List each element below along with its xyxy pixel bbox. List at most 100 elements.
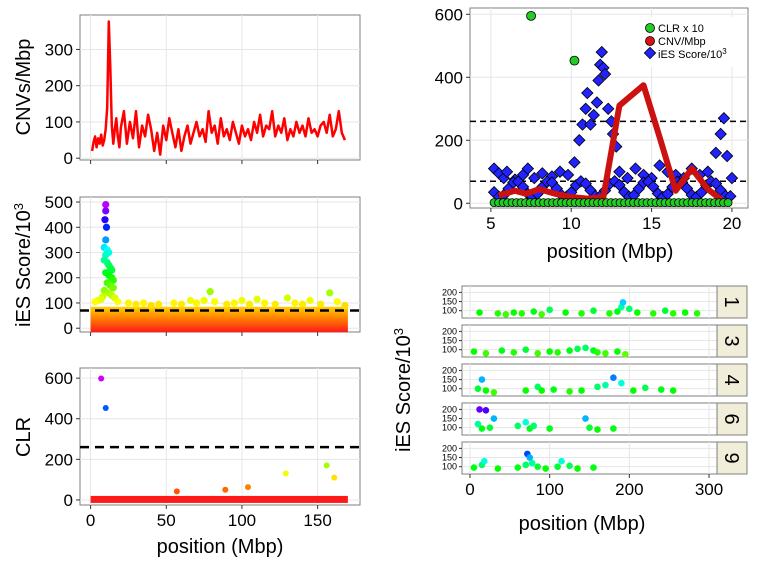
facet-point — [574, 465, 581, 472]
facet-point — [486, 424, 494, 431]
facet-point — [538, 387, 545, 394]
facet-point — [614, 348, 621, 355]
cnv-x-ticks — [90, 160, 319, 164]
ies-point — [271, 300, 279, 308]
facet-point — [522, 461, 530, 469]
x-tick-label: 5 — [486, 214, 495, 233]
x-tick-label: 10 — [562, 214, 581, 233]
clr-point — [173, 488, 180, 495]
facet-point — [610, 374, 617, 382]
legend-box — [638, 17, 746, 67]
facet-point — [494, 465, 502, 472]
ies-marks — [80, 200, 360, 312]
facet-point — [661, 307, 669, 314]
x-tick-label: 0 — [86, 511, 95, 530]
ies-y-ticks: 0 100 200 300 400 500 — [45, 193, 80, 338]
facet-point — [586, 424, 593, 431]
y-tick-label: 400 — [435, 68, 463, 87]
facet-point — [594, 349, 601, 356]
facet-point — [470, 464, 478, 471]
facet-point — [566, 388, 573, 395]
ies-point — [102, 236, 110, 244]
facet-point — [530, 308, 538, 315]
zoom-x-axis-label: position (Mbp) — [547, 241, 674, 263]
facet-point — [534, 350, 542, 357]
facet-y-tick-label: 200 — [442, 287, 457, 297]
zoom-ies-point — [595, 45, 608, 59]
facet-point — [474, 385, 482, 392]
y-tick-label: 200 — [45, 77, 73, 96]
ies-y-axis-label: iES Score/103 — [11, 203, 36, 327]
facet-point — [482, 407, 490, 414]
facet-point — [538, 311, 545, 318]
facet-point — [526, 454, 534, 461]
zoom-ies-point — [701, 165, 715, 179]
facet-point — [622, 350, 629, 358]
zoom-ies-point — [717, 112, 731, 125]
facet-strip-label: 3 — [720, 335, 742, 346]
zoom-ies-point — [573, 134, 586, 147]
facet-y-axis-label: iES Score/103 — [391, 328, 416, 452]
facet-strip-label: 6 — [720, 413, 742, 424]
ies-point — [206, 288, 214, 296]
facet-point — [634, 309, 641, 316]
facet-point — [546, 306, 553, 314]
y-tick-label: 300 — [45, 40, 73, 59]
facet-point — [494, 310, 502, 317]
facet-strip-label: 9 — [720, 452, 742, 463]
facet-y-tick-label: 200 — [442, 404, 457, 414]
y-tick-label: 600 — [435, 5, 463, 24]
facet-point — [522, 346, 530, 353]
clr-panel-bg — [79, 367, 361, 506]
zoom-clr-point — [569, 55, 580, 66]
facet-point — [481, 457, 488, 465]
ies-point — [230, 299, 238, 307]
facet-point — [514, 464, 522, 471]
facet-y-tick-label: 100 — [442, 306, 457, 316]
clr-point — [331, 474, 338, 481]
y-tick-label: 300 — [45, 244, 73, 263]
facet-point — [522, 418, 530, 426]
legend-clr-key — [645, 23, 655, 33]
facet-point — [510, 309, 518, 316]
y-tick-label: 0 — [64, 149, 73, 168]
facet-y-tick-label: 100 — [442, 462, 457, 472]
facet-x-ticks: 0 100 200 300 — [465, 474, 723, 499]
facet-y-tick-label: 100 — [442, 423, 457, 433]
zoom-ies-point — [629, 162, 642, 175]
zoom-ies-point — [590, 96, 604, 109]
facet-y-tick-label: 150 — [442, 414, 457, 424]
zoom-ies-point — [581, 86, 594, 100]
zoom-ies-point — [579, 102, 592, 116]
clr-marks — [80, 375, 360, 495]
clr-point — [282, 470, 289, 477]
y-tick-label: 0 — [454, 194, 463, 213]
facet-point — [641, 384, 649, 392]
facet-point — [630, 387, 637, 394]
cnv-y-ticks: 0 100 200 300 — [45, 40, 80, 168]
zoom-legend: CLR x 10 CNV/Mbp iES Score/103 — [638, 17, 746, 67]
facet-strip — [716, 285, 748, 319]
facet-point — [669, 387, 677, 394]
facet-x-tick-label: 200 — [615, 480, 643, 499]
clr-baseline-band — [90, 495, 348, 503]
x-tick-label: 50 — [157, 511, 176, 530]
facet-point — [554, 463, 561, 470]
facet-point — [542, 465, 549, 472]
facet-point — [476, 309, 483, 316]
facet-point — [482, 387, 490, 394]
facet-point — [490, 415, 498, 422]
zoom-y-ticks: 0 200 400 600 — [435, 5, 470, 213]
y-tick-label: 0 — [64, 319, 73, 338]
legend-ies-key — [643, 46, 657, 60]
facet-x-tick-label: 300 — [695, 480, 723, 499]
facet-point — [562, 309, 569, 316]
facet-point — [558, 457, 565, 465]
facet-point — [498, 347, 506, 354]
facet-y-tick-label: 150 — [442, 336, 457, 346]
